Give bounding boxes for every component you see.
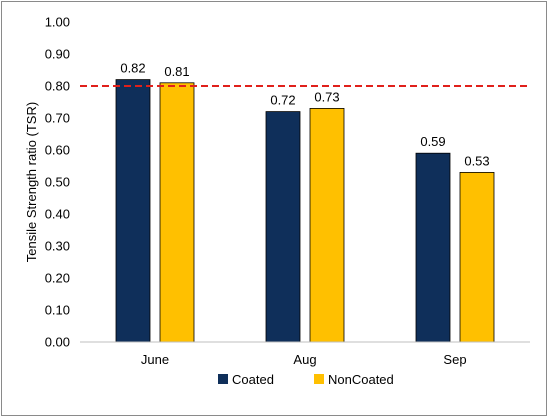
y-axis-ticks: 0.00 0.10 0.20 0.30 0.40 0.50 0.60 0.70 0.80 0.90… (45, 15, 70, 350)
x-tick-label: June (141, 352, 169, 367)
bar-coated-june (115, 79, 151, 343)
legend: Coated NonCoated (218, 372, 394, 387)
data-label: 0.73 (314, 89, 339, 104)
bar-coated-sep (415, 152, 451, 343)
y-tick-label: 0.90 (45, 47, 70, 62)
bars (115, 79, 495, 343)
y-tick-label: 0.10 (45, 303, 70, 318)
bar-noncoated-june (159, 82, 195, 343)
data-label: 0.72 (270, 93, 295, 108)
bar-coated-aug (265, 111, 301, 343)
y-tick-label: 0.30 (45, 239, 70, 254)
y-tick-label: 0.40 (45, 207, 70, 222)
y-tick-label: 0.80 (45, 79, 70, 94)
data-label: 0.53 (464, 153, 489, 168)
data-labels: 0.82 0.81 0.72 0.73 0.59 0.53 (120, 61, 489, 169)
x-tick-label: Sep (443, 352, 466, 367)
legend-swatch-noncoated (314, 374, 324, 384)
legend-label-coated: Coated (232, 372, 274, 387)
y-tick-label: 0.00 (45, 335, 70, 350)
y-tick-label: 0.20 (45, 271, 70, 286)
bar-noncoated-sep (459, 171, 495, 343)
y-tick-label: 0.50 (45, 175, 70, 190)
x-axis-ticks: June Aug Sep (141, 352, 467, 367)
y-axis-label: Tensile Strength ratio (TSR) (24, 102, 39, 262)
x-tick-label: Aug (293, 352, 316, 367)
y-tick-label: 0.60 (45, 143, 70, 158)
data-label: 0.59 (420, 134, 445, 149)
legend-label-noncoated: NonCoated (328, 372, 394, 387)
data-label: 0.81 (164, 64, 189, 79)
legend-swatch-coated (218, 374, 228, 384)
y-tick-label: 1.00 (45, 15, 70, 30)
data-label: 0.82 (120, 61, 145, 76)
bar-noncoated-aug (309, 108, 345, 343)
y-tick-label: 0.70 (45, 111, 70, 126)
